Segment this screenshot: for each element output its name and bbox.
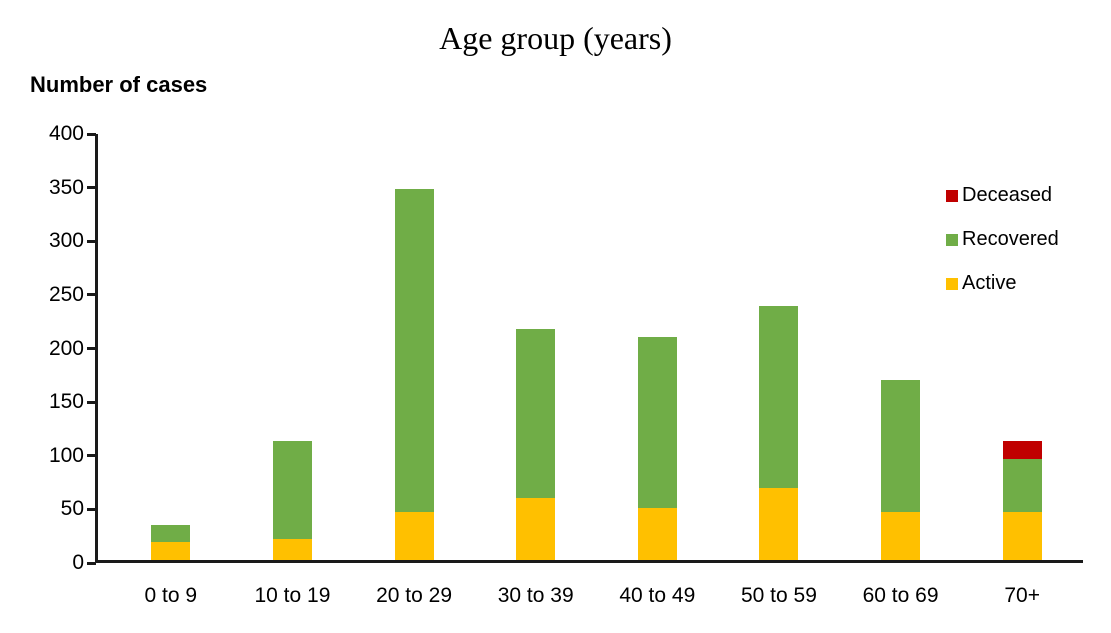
x-axis-line [95, 560, 1083, 563]
bar-segment-recovered [1002, 458, 1042, 512]
stacked-bar-0-to-9 [151, 525, 191, 563]
x-category-label: 20 to 29 [376, 584, 453, 607]
y-tick-label: 200 [48, 336, 84, 360]
x-category-label: 10 to 19 [254, 584, 331, 607]
bar-segment-active [516, 497, 556, 563]
bar-segment-active [1002, 511, 1042, 563]
legend-swatch-deceased [946, 189, 958, 202]
bar-segment-active [881, 511, 921, 563]
y-tick-label: 250 [48, 282, 84, 306]
y-tick-mark [87, 186, 96, 190]
bar-segment-active [637, 508, 677, 563]
bar-segment-recovered [272, 440, 312, 540]
stacked-bar-70+ [1002, 440, 1042, 563]
y-tick-mark [87, 347, 96, 350]
bar-segment-recovered [516, 329, 556, 498]
stacked-bar-30-to-39 [516, 329, 556, 563]
bar-segment-recovered [759, 305, 799, 488]
x-category-label: 30 to 39 [497, 584, 574, 607]
y-tick-mark [87, 561, 96, 565]
legend-label: Recovered [962, 228, 1059, 250]
y-tick-mark [87, 454, 96, 458]
bars-container [110, 134, 1083, 563]
legend-swatch-recovered [946, 233, 958, 246]
bar-slot [718, 134, 840, 563]
y-tick-label: 400 [48, 122, 84, 145]
y-tick-mark [87, 293, 96, 297]
legend-swatch-active [946, 277, 958, 290]
x-category-label: 0 to 9 [144, 584, 198, 607]
bar-segment-active [272, 539, 312, 563]
y-tick-mark [87, 400, 96, 404]
y-tick-mark [87, 239, 96, 243]
stacked-bar-40-to-49 [637, 336, 677, 563]
x-category-label: 40 to 49 [619, 584, 696, 607]
y-tick-label: 300 [48, 229, 84, 253]
legend-label: Active [962, 272, 1017, 294]
bar-segment-deceased [1002, 440, 1042, 459]
bar-slot [840, 134, 962, 563]
bar-slot [232, 134, 354, 563]
bar-slot [597, 134, 719, 563]
bar-segment-recovered [151, 525, 191, 542]
y-axis-title: Number of cases [30, 72, 208, 97]
y-axis-line [95, 134, 98, 563]
x-category-label: 50 to 59 [740, 584, 817, 607]
bar-segment-active [151, 541, 191, 563]
y-tick-label: 350 [48, 175, 84, 199]
y-tick-mark [87, 132, 96, 136]
stacked-bar-10-to-19 [272, 440, 312, 563]
x-category-label: 60 to 69 [862, 584, 939, 607]
y-tick-label: 0 [72, 551, 84, 574]
bar-slot [110, 134, 232, 563]
stacked-bar-20-to-29 [394, 188, 434, 563]
bar-slot [961, 134, 1083, 563]
bar-segment-recovered [881, 379, 921, 512]
legend-item-recovered: Recovered [946, 228, 1059, 251]
stacked-bar-50-to-59 [759, 305, 799, 563]
y-tick-mark [87, 507, 96, 511]
legend: Deceased Recovered Active [946, 184, 1059, 316]
legend-item-deceased: Deceased [946, 184, 1059, 207]
bar-segment-recovered [394, 188, 434, 512]
bar-segment-active [759, 487, 799, 563]
legend-label: Deceased [962, 184, 1053, 206]
legend-item-active: Active [946, 272, 1059, 295]
stacked-bar-60-to-69 [881, 379, 921, 563]
chart-title: Age group (years) [439, 20, 672, 56]
y-tick-label: 100 [48, 443, 84, 467]
bar-slot [475, 134, 597, 563]
y-tick-label: 150 [48, 390, 84, 414]
x-category-label: 70+ [1004, 584, 1040, 607]
x-axis-labels: 0 to 9 10 to 19 20 to 29 30 to 39 40 to 49 50… [110, 584, 1083, 608]
bar-slot [353, 134, 475, 563]
y-tick-label: 50 [60, 497, 84, 521]
bar-segment-active [394, 511, 434, 563]
bar-segment-recovered [637, 336, 677, 509]
